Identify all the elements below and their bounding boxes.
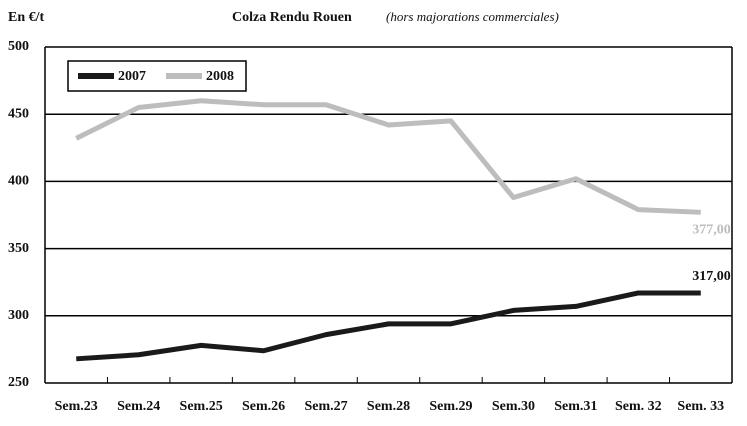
series-line <box>76 290 701 362</box>
chart-title: Colza Rendu Rouen <box>232 10 352 25</box>
value-label: 377,00 <box>692 223 731 238</box>
x-tick-label: Sem.28 <box>367 399 410 414</box>
legend-label: 2008 <box>206 69 234 84</box>
x-tick-label: Sem.23 <box>55 399 98 414</box>
x-tick-label: Sem. 33 <box>677 399 724 414</box>
x-tick-label: Sem.31 <box>554 399 597 414</box>
x-tick-label: Sem. 32 <box>615 399 662 414</box>
chart-subtitle: (hors majorations commerciales) <box>386 9 559 24</box>
y-axis-label: En €/t <box>8 10 45 25</box>
x-tick-label: Sem.26 <box>242 399 285 414</box>
legend-box <box>67 60 247 92</box>
x-tick-label: Sem.27 <box>304 399 347 414</box>
x-tick-label: Sem.29 <box>429 399 472 414</box>
y-tick-label: 300 <box>8 308 29 323</box>
y-tick-label: 500 <box>8 39 29 54</box>
x-tick-label: Sem.24 <box>117 399 160 414</box>
y-tick-label: 250 <box>8 375 29 390</box>
y-tick-label: 350 <box>8 241 29 256</box>
y-tick-label: 450 <box>8 106 29 121</box>
x-tick-label: Sem.25 <box>180 399 223 414</box>
series-line <box>75 98 701 215</box>
value-label: 317,00 <box>692 269 731 284</box>
y-tick-label: 400 <box>8 174 29 189</box>
legend-label: 2007 <box>118 69 146 84</box>
x-tick-label: Sem.30 <box>492 399 535 414</box>
